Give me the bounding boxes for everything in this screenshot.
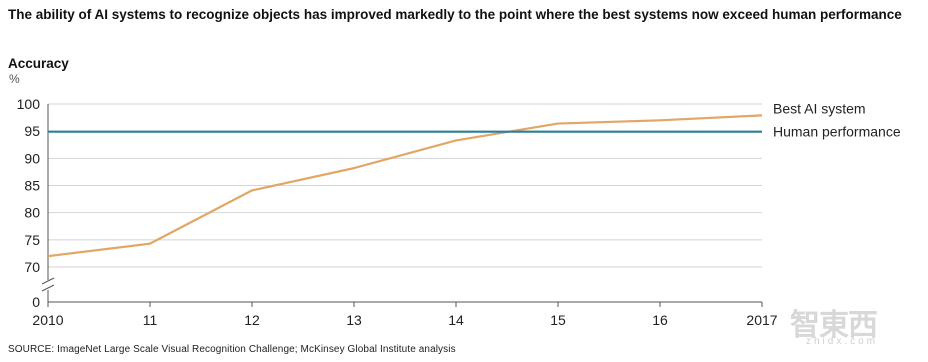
- axis-break-mark-2: [41, 284, 55, 292]
- legend-label-best-ai-system: Best AI system: [773, 100, 866, 116]
- y-axis-unit: %: [9, 72, 20, 86]
- watermark-logo: 智東西: [790, 309, 878, 342]
- y-tick-label-75: 75: [24, 232, 40, 248]
- y-tick-label-70: 70: [24, 259, 40, 275]
- source-note: SOURCE: ImageNet Large Scale Visual Reco…: [8, 344, 456, 355]
- tick-labels: 0 70 75 80 85 90 95 100 2010 11 12 13 14 15 16 2017: [17, 96, 778, 328]
- x-tick-label-6: 16: [652, 312, 668, 328]
- y-tick-label-80: 80: [24, 205, 40, 221]
- legend-label-human-performance: Human performance: [773, 124, 901, 140]
- x-tick-label-5: 15: [550, 312, 566, 328]
- y-tick-label-85: 85: [24, 178, 40, 194]
- x-tick-label-3: 13: [346, 312, 362, 328]
- x-tick-label-4: 14: [448, 312, 464, 328]
- y-tick-label-0: 0: [32, 294, 40, 310]
- x-tick-label-1: 11: [143, 312, 158, 328]
- y-tick-label-100: 100: [17, 96, 41, 112]
- x-tick-label-2: 12: [244, 312, 260, 328]
- x-tick-label-0: 2010: [32, 312, 63, 328]
- chart-title: The ability of AI systems to recognize o…: [8, 7, 902, 22]
- watermark-url: zhidx.com: [806, 336, 879, 347]
- gridlines: [48, 103, 762, 268]
- axis-break-mark-1: [41, 277, 55, 285]
- legend: Best AI system Human performance: [773, 100, 901, 139]
- y-axis-label: Accuracy: [8, 56, 69, 71]
- series-lines: [47, 114, 763, 258]
- y-tick-label-95: 95: [24, 123, 40, 139]
- axes: [41, 104, 763, 307]
- y-tick-label-90: 90: [24, 150, 40, 166]
- series-line-best-ai-system: [47, 114, 763, 258]
- x-tick-label-7: 2017: [746, 312, 777, 328]
